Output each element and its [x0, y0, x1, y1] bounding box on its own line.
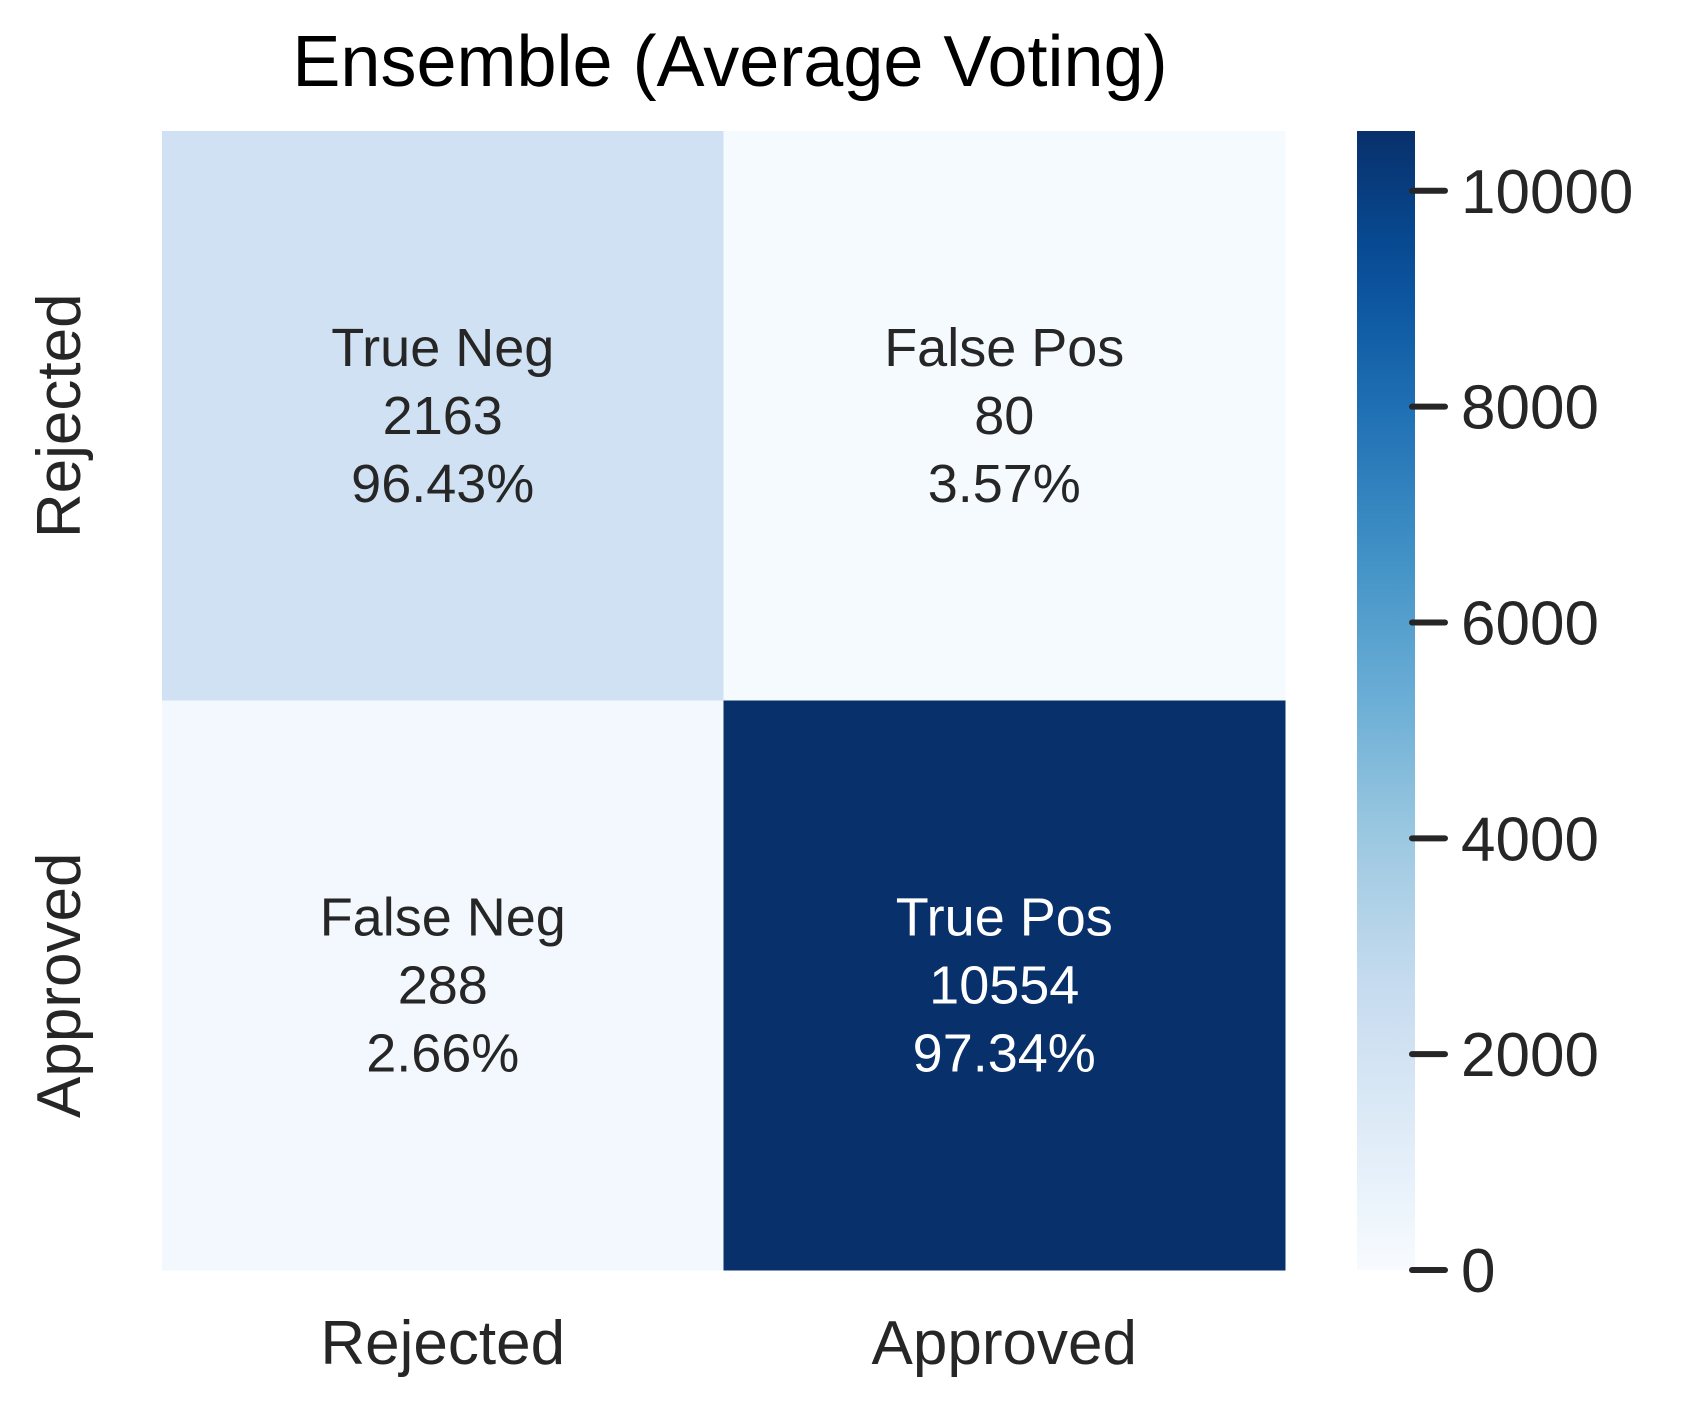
- cell-percent: 2.66%: [366, 1023, 519, 1083]
- x-tick-label: Approved: [872, 1309, 1137, 1378]
- y-tick-labels: Rejected Approved: [25, 293, 94, 1118]
- cell-count: 288: [398, 955, 488, 1015]
- cell-count: 10554: [929, 955, 1079, 1015]
- chart-title: Ensemble (Average Voting): [292, 22, 1167, 102]
- heatmap-cell: [723, 700, 1286, 1271]
- heatmap-cell: [162, 131, 724, 701]
- heatmap-cell: [723, 131, 1286, 701]
- x-tick-label: Rejected: [320, 1309, 565, 1378]
- y-tick-label: Rejected: [25, 293, 94, 538]
- colorbar-gradient: [1357, 131, 1415, 1270]
- y-tick-label: Approved: [25, 853, 94, 1118]
- heatmap-cells: True Neg 2163 96.43% False Pos 80 3.57% False …: [162, 131, 1286, 1271]
- colorbar: 0 2000 4000 6000 8000 10000: [1357, 131, 1633, 1306]
- colorbar-tick-label: 2000: [1461, 1021, 1599, 1090]
- cell-count: 2163: [383, 386, 503, 446]
- x-tick-labels: Rejected Approved: [320, 1309, 1137, 1378]
- heatmap-cell: [162, 700, 724, 1271]
- colorbar-tick-label: 10000: [1461, 158, 1633, 227]
- colorbar-tick-label: 8000: [1461, 374, 1599, 443]
- cell-percent: 97.34%: [913, 1023, 1096, 1083]
- cell-count: 80: [974, 386, 1034, 446]
- colorbar-tick-label: 6000: [1461, 589, 1599, 658]
- cell-percent: 96.43%: [351, 454, 534, 514]
- colorbar-tick-label: 0: [1461, 1237, 1495, 1306]
- cell-label: True Neg: [331, 318, 554, 378]
- cell-percent: 3.57%: [928, 454, 1081, 514]
- cell-label: False Neg: [320, 887, 566, 947]
- cell-label: True Pos: [896, 887, 1113, 947]
- cell-label: False Pos: [884, 318, 1124, 378]
- colorbar-tick-label: 4000: [1461, 805, 1599, 874]
